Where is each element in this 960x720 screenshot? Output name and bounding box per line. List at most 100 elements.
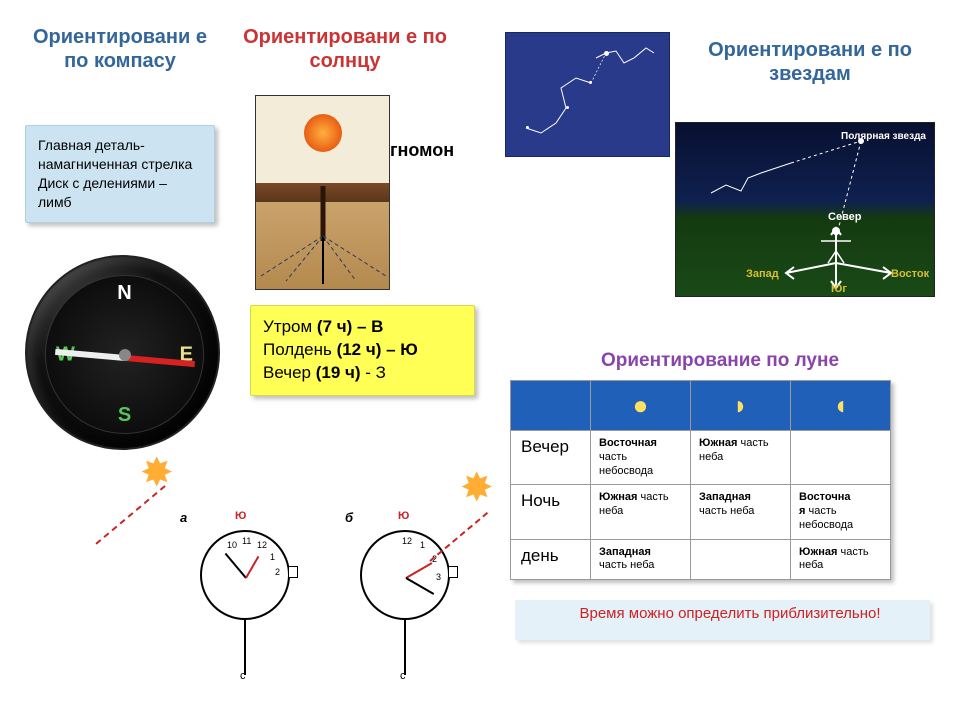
watch-label-a: а [180,510,187,525]
time-note: Время можно определить приблизительно! [570,605,890,623]
num: 1 [270,552,275,562]
cell-r1c2: Восточна я часть небосвода [791,485,891,539]
watch-knob [448,566,458,578]
compass-image: N S E W [25,255,220,450]
t: часть небосвода [599,451,653,477]
watch-label-b: б [345,510,353,525]
dash-arrow [429,512,488,562]
compass-info-card: Главная деталь- намагниченная стрелка Ди… [25,125,215,223]
watch-orientation-diagram: а б ✸ ✸ 10 11 12 1 2 Ю с 12 1 2 3 Ю с [170,470,490,680]
sun-l2a: Полдень [263,340,337,359]
cell-r0c0: Восточная часть небосвода [591,431,691,485]
t: Западная [599,546,651,558]
axis-line [404,620,406,675]
moon-orientation-table: ● ◗ ◖ Вечер Восточная часть небосвода Юж… [510,380,891,580]
title-stars: Ориентировани е по звездам [690,38,930,86]
hdr-first-quarter: ◗ [691,381,791,431]
sun-line3: Вечер (19 ч) - З [263,362,462,385]
num: 11 [242,536,251,546]
time-night: Ночь [511,485,591,539]
t: Южная [799,546,837,558]
last-quarter-icon: ◖ [833,389,849,422]
label-c: с [400,670,406,682]
sun-l2b: (12 ч) – Ю [337,340,418,359]
title-sun: Ориентировани е по солнцу [240,25,450,73]
sun-star-icon: ✸ [460,465,494,511]
compass-n: N [117,282,131,305]
star-dot [526,126,529,129]
first-quarter-icon: ◗ [733,389,749,422]
title-moon: Ориентирование по луне [530,350,910,373]
hdr-last-quarter: ◖ [791,381,891,431]
dir-east: Восток [891,268,929,280]
t: часть неба [699,505,754,517]
dir-west: Запад [746,268,779,280]
t: Южная [699,437,737,449]
table-row: Ночь Южная часть неба Западная часть неб… [511,485,891,539]
cell-r1c0: Южная часть неба [591,485,691,539]
num: 1 [420,540,425,550]
sun-l3c: - З [365,363,386,382]
sun-l1a: Утром [263,317,317,336]
label-yu: Ю [398,510,409,522]
compass-face: N S E W [45,275,204,434]
gnomon-label: гномон [390,140,454,161]
t: Восточна [599,437,650,449]
cell-r1c1: Западная часть неба [691,485,791,539]
constellation-lines [506,33,671,158]
sun-l3a: Вечер [263,363,316,382]
t: Южная [599,491,637,503]
title-compass: Ориентировани е по компасу [20,25,220,73]
dir-north: Север [828,211,862,223]
sun-time-card: Утром (7 ч) – В Полдень (12 ч) – Ю Вечер… [250,305,475,396]
label-c: с [240,670,246,682]
table-row: день Западная часть неба Южная часть неб… [511,539,891,580]
watch-hand [406,577,435,595]
num: 3 [436,572,441,582]
watch-b: 12 1 2 3 [360,530,450,620]
watch-hand [225,553,247,579]
hdr-full-moon: ● [591,381,691,431]
axis-line [244,620,246,675]
constellation-chart [505,32,670,157]
cell-r2c2: Южная часть неба [791,539,891,580]
compass-hub [119,349,131,361]
compass-line2: намагниченная стрелка [38,155,202,174]
sun-l3b: (19 ч) [316,363,366,382]
num: 12 [402,536,412,546]
star-orientation-scene: Полярная звезда Север Юг Запад Восток [675,122,935,297]
watch-knob [288,566,298,578]
sun-star-icon: ✸ [140,450,174,496]
compass-line3: Диск с делениями – лимб [38,174,202,212]
num: 10 [227,540,237,550]
star-dot [589,81,592,84]
t: часть неба [599,559,654,571]
table-header-row: ● ◗ ◖ [511,381,891,431]
dir-south: Юг [831,283,847,295]
time-evening: Вечер [511,431,591,485]
cell-r2c1 [691,539,791,580]
polaris-dot [604,51,609,56]
star-dot [566,106,569,109]
sun-icon [304,114,342,152]
table-row: Вечер Восточная часть небосвода Южная ча… [511,431,891,485]
time-day: день [511,539,591,580]
t: Западная [699,491,751,503]
watch-hand-red [406,562,433,579]
full-moon-icon: ● [633,389,649,422]
cell-r2c0: Западная часть неба [591,539,691,580]
sun-l1b: (7 ч) – В [317,317,384,336]
num: 2 [275,567,280,577]
gnomon-illustration [255,95,390,290]
hdr-blank [511,381,591,431]
dash-arrow [95,485,165,544]
gnomon-shadows [256,206,391,286]
t: я [650,437,656,449]
sun-line1: Утром (7 ч) – В [263,316,462,339]
cell-r0c2 [791,431,891,485]
label-yu: Ю [235,510,246,522]
watch-a: 10 11 12 1 2 [200,530,290,620]
watch-hand-red [245,556,259,579]
cell-r0c1: Южная часть неба [691,431,791,485]
num: 12 [257,540,267,550]
